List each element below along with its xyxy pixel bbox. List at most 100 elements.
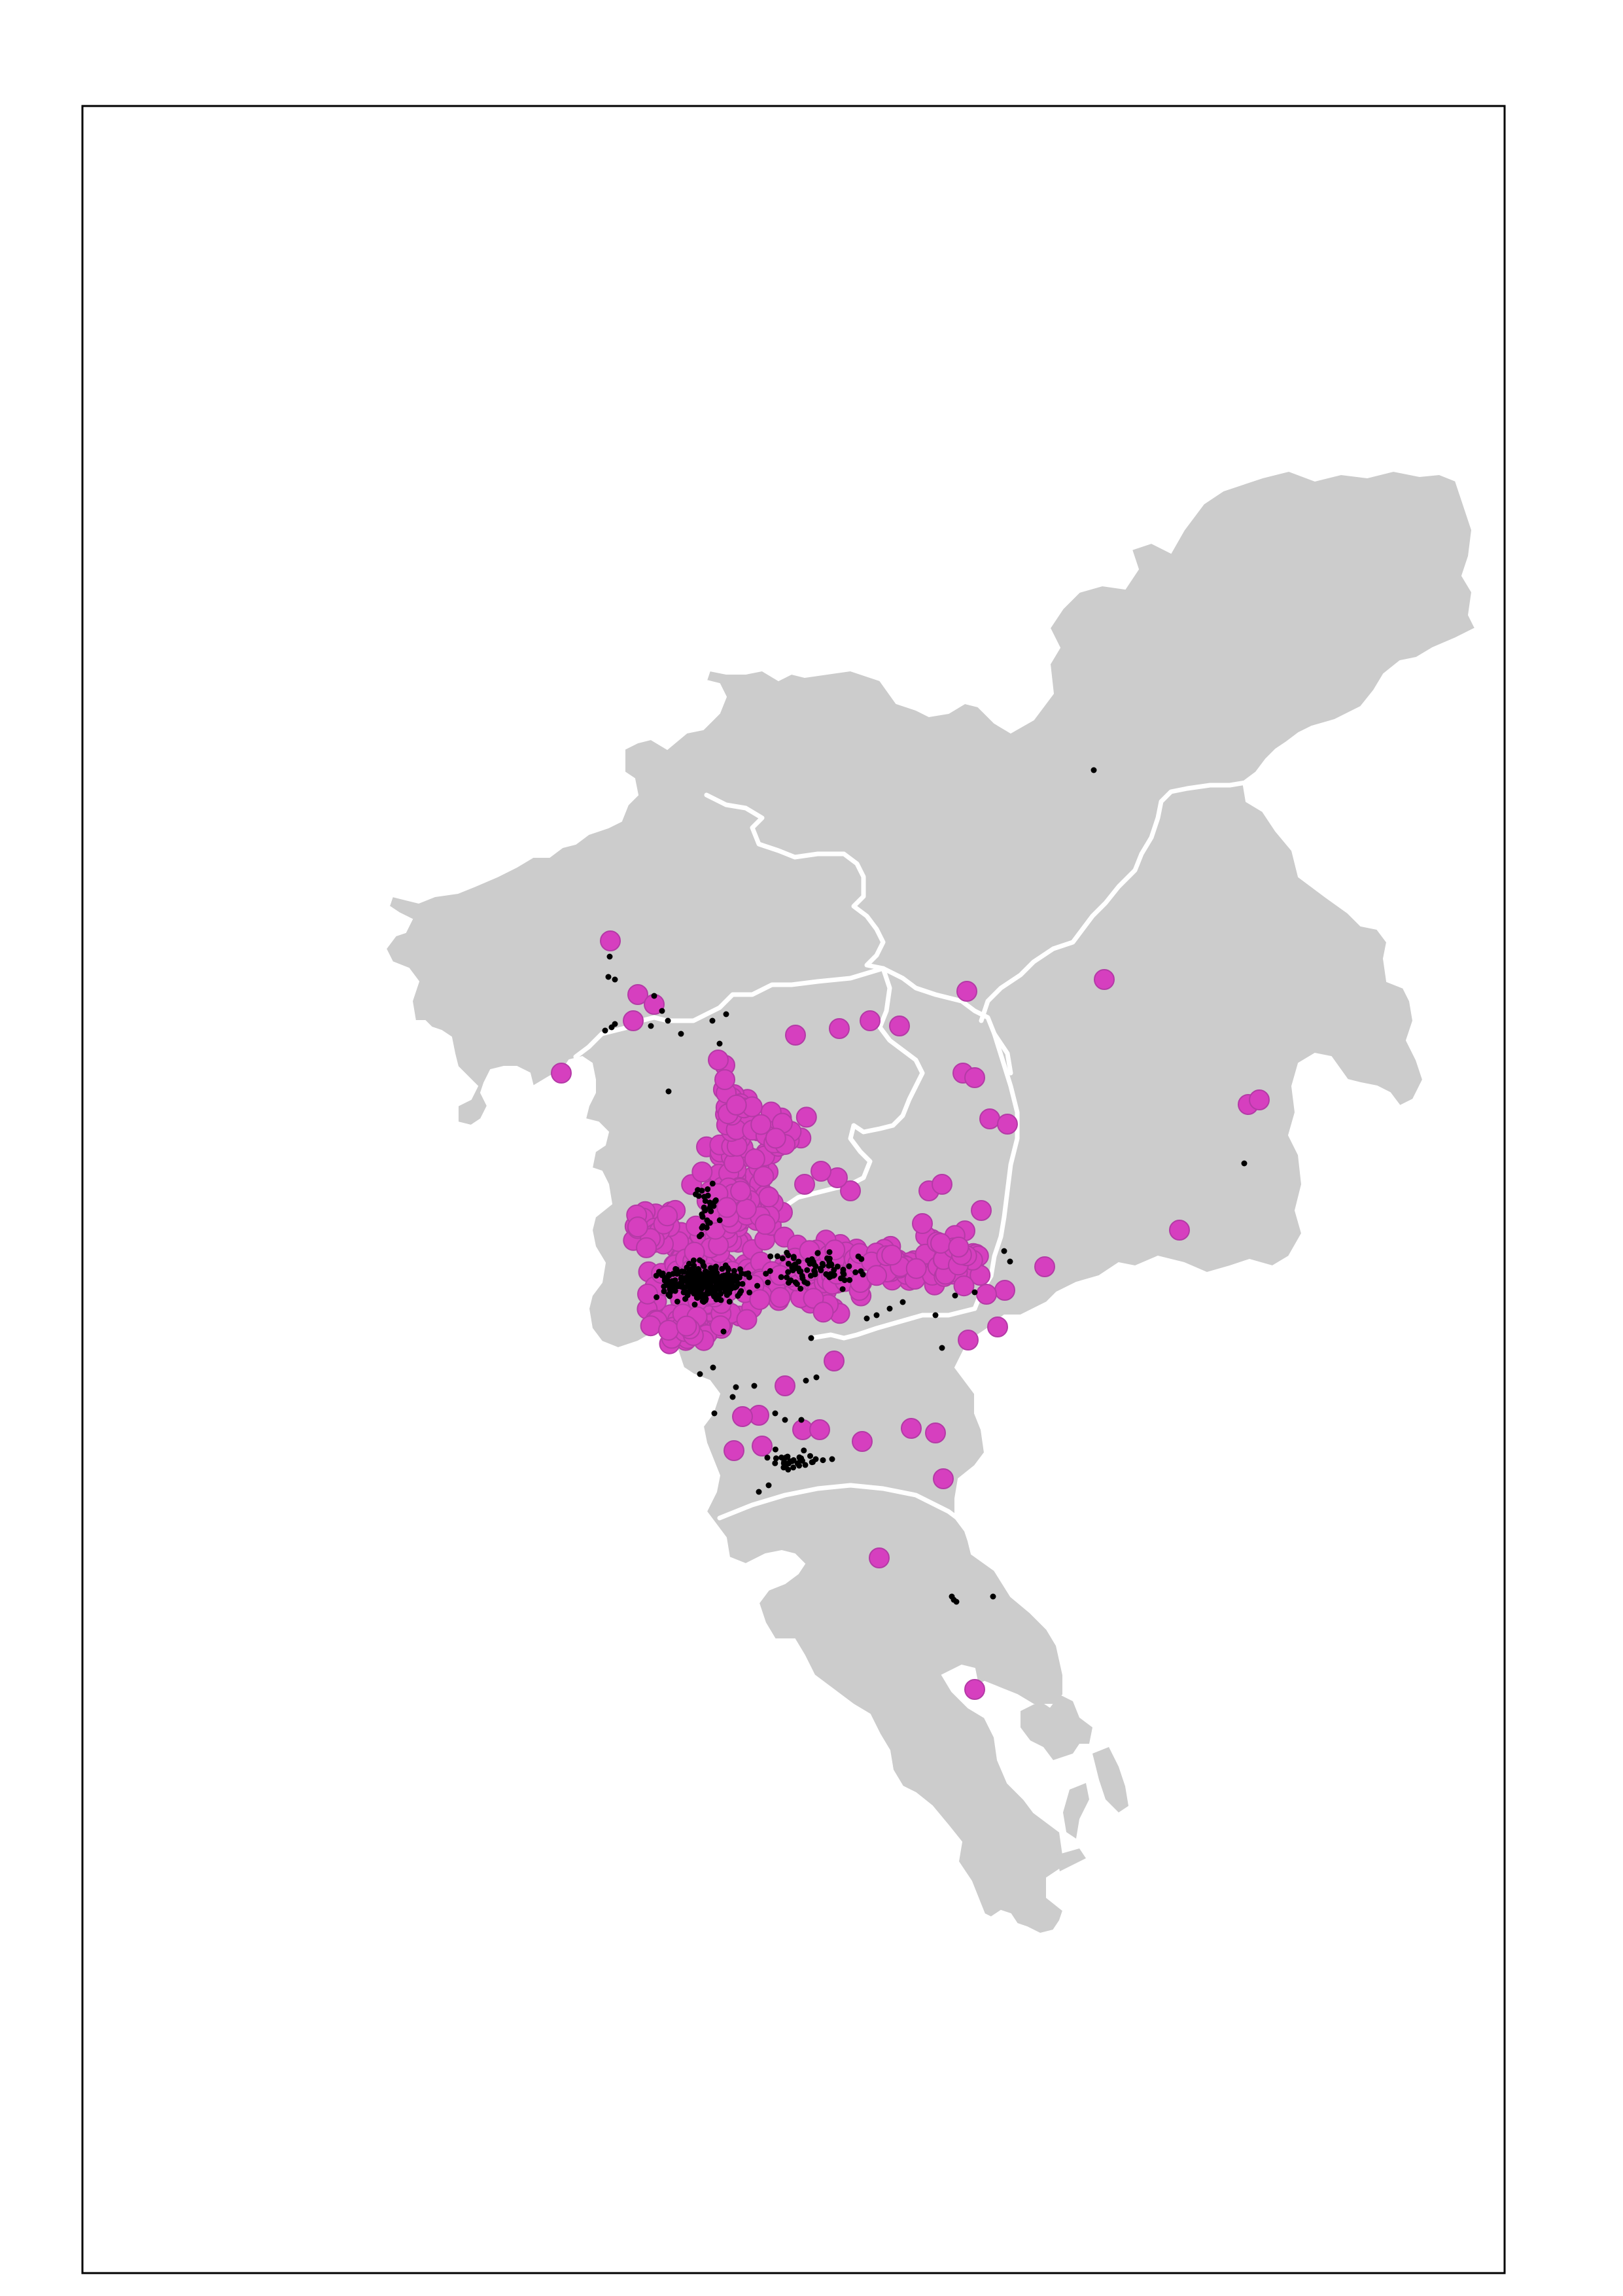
large-marker (637, 1283, 658, 1305)
small-marker (828, 1262, 835, 1268)
small-marker (820, 1457, 826, 1464)
small-marker (651, 993, 657, 999)
large-marker (600, 930, 621, 951)
small-marker (772, 1410, 778, 1417)
small-marker (705, 1186, 711, 1192)
small-marker (701, 1204, 707, 1210)
small-marker (1241, 1160, 1248, 1167)
small-marker (779, 1255, 786, 1262)
region-outline (1063, 1783, 1089, 1839)
small-marker (826, 1249, 833, 1256)
large-marker (889, 1016, 910, 1036)
small-marker (722, 1281, 728, 1288)
small-marker (709, 1180, 716, 1187)
small-marker (714, 1282, 721, 1289)
small-marker (665, 1017, 671, 1024)
small-marker (808, 1273, 814, 1279)
small-marker (659, 1008, 665, 1014)
small-marker (707, 1220, 713, 1226)
small-marker (1001, 1248, 1007, 1254)
small-marker (788, 1277, 794, 1284)
small-marker (697, 1257, 703, 1263)
large-marker (736, 1309, 758, 1330)
large-marker (657, 1205, 678, 1227)
small-marker (756, 1489, 762, 1495)
small-marker (767, 1268, 773, 1274)
region-outline (1056, 1848, 1086, 1871)
large-marker (1249, 1089, 1270, 1110)
large-marker (627, 1216, 648, 1238)
small-marker (695, 1193, 702, 1199)
large-marker (997, 1114, 1018, 1135)
small-marker (699, 1286, 705, 1292)
large-marker (795, 1106, 817, 1128)
small-marker (719, 1265, 725, 1272)
small-marker (682, 1296, 688, 1302)
large-marker (744, 1148, 765, 1170)
small-marker (778, 1274, 784, 1280)
large-marker (976, 1284, 997, 1305)
small-marker (731, 1267, 737, 1274)
small-marker (723, 1011, 729, 1017)
small-marker (971, 1289, 978, 1296)
small-marker (729, 1394, 736, 1400)
small-marker (739, 1280, 746, 1287)
small-marker (813, 1374, 820, 1381)
small-marker (704, 1289, 710, 1296)
district-boundary (573, 966, 886, 1059)
small-marker (1091, 767, 1097, 773)
small-marker (790, 1255, 797, 1262)
large-marker (964, 1679, 985, 1700)
small-marker (703, 1279, 710, 1285)
large-marker (933, 1468, 954, 1489)
small-marker (764, 1455, 771, 1461)
small-marker (807, 1453, 813, 1459)
small-marker (773, 1455, 779, 1462)
large-marker (812, 1301, 834, 1323)
small-marker (697, 1371, 703, 1377)
small-marker (738, 1288, 744, 1294)
district-boundary (717, 1483, 977, 1534)
region-shapes (385, 470, 1476, 1935)
large-marker (840, 1180, 861, 1201)
small-marker (784, 1250, 790, 1256)
small-marker (682, 1277, 689, 1283)
small-marker (654, 1294, 660, 1300)
small-marker (804, 1267, 811, 1273)
small-marker (712, 1198, 718, 1205)
small-marker (705, 1273, 712, 1279)
small-marker (846, 1277, 853, 1283)
small-marker (793, 1265, 799, 1271)
small-marker (829, 1456, 835, 1462)
small-marker (720, 1328, 727, 1335)
large-marker (754, 1214, 776, 1235)
small-marker (785, 1260, 792, 1267)
small-marker (799, 1275, 806, 1282)
small-marker (939, 1345, 945, 1351)
large-marker (785, 1025, 806, 1046)
small-marker (710, 1203, 717, 1209)
small-marker (772, 1446, 778, 1453)
small-marker (803, 1377, 809, 1384)
small-marker (612, 976, 618, 983)
district-boundary (979, 779, 1252, 1023)
small-marker (1007, 1258, 1013, 1265)
large-marker (811, 1161, 831, 1182)
small-marker (828, 1273, 834, 1280)
small-marker (990, 1593, 996, 1600)
small-marker (700, 1262, 707, 1269)
small-marker (798, 1417, 805, 1423)
small-marker (735, 1280, 742, 1287)
small-marker (695, 1187, 701, 1193)
large-marker (749, 1289, 771, 1311)
large-marker (724, 1440, 744, 1461)
district-boundary (848, 966, 925, 1187)
small-marker (765, 1279, 771, 1286)
district-boundary (809, 1306, 977, 1341)
small-marker (754, 1282, 761, 1289)
small-marker (710, 1268, 716, 1274)
small-marker (846, 1263, 852, 1269)
small-marker (689, 1280, 696, 1287)
small-marker (701, 1299, 707, 1305)
small-marker (804, 1280, 811, 1286)
